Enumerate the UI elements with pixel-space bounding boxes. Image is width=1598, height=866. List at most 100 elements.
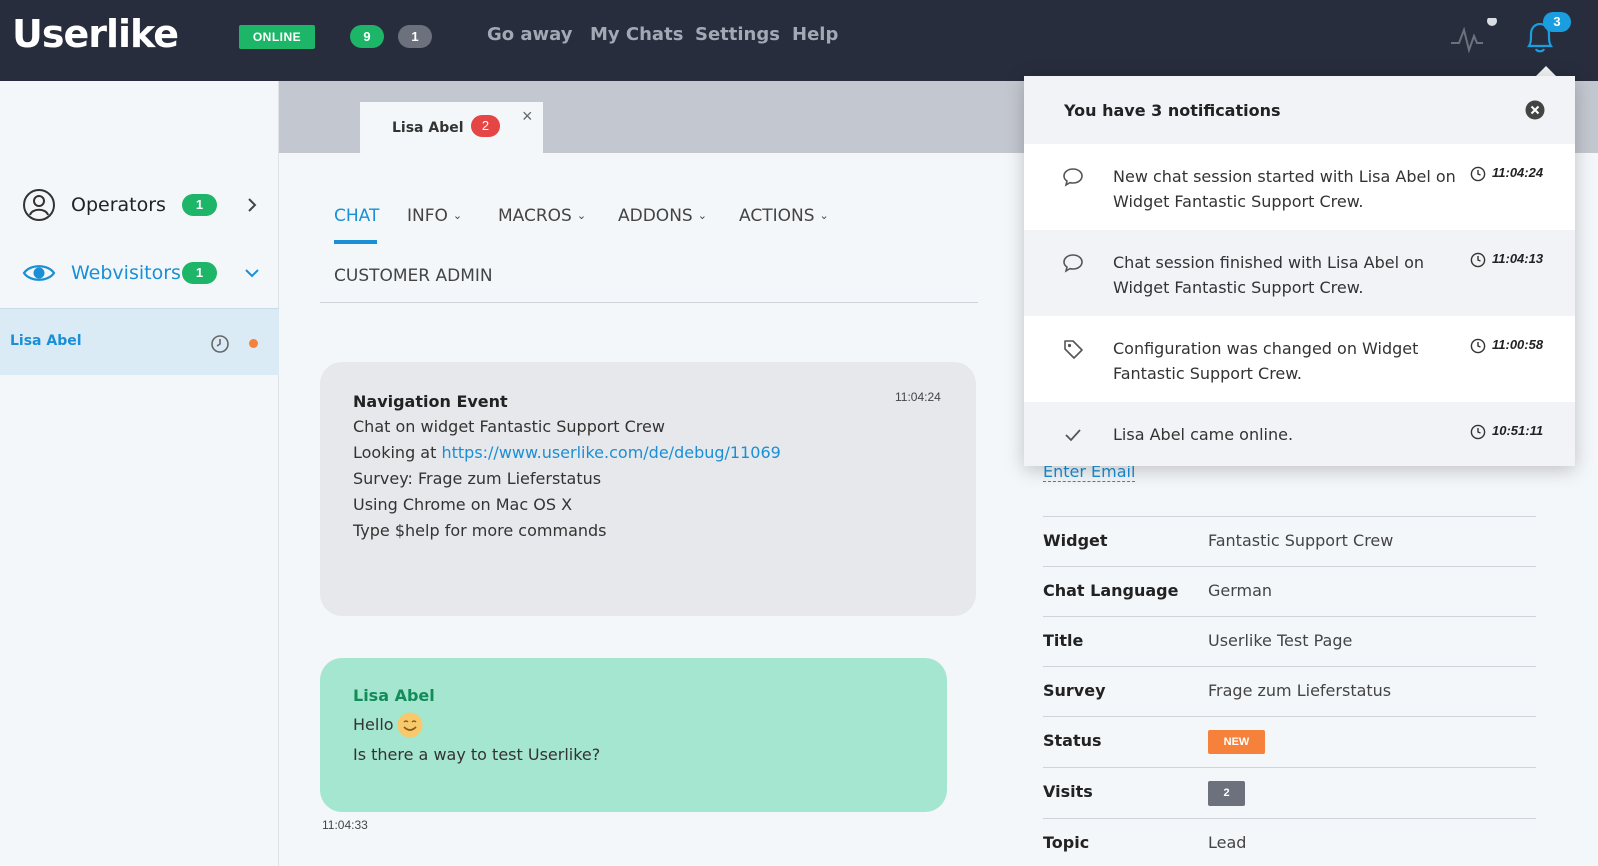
info-row-status: Status NEW bbox=[1043, 716, 1536, 766]
info-key: Visits bbox=[1043, 782, 1093, 801]
status-badge: NEW bbox=[1208, 730, 1265, 754]
visitor-status-dot bbox=[249, 339, 258, 348]
nav-settings[interactable]: Settings bbox=[695, 24, 780, 45]
notification-time: 11:04:13 bbox=[1492, 251, 1544, 266]
notifications-bell-icon[interactable] bbox=[1520, 16, 1560, 56]
message-title: Navigation Event bbox=[353, 392, 508, 411]
tab-actions[interactable]: ACTIONS ⌄ bbox=[739, 206, 829, 226]
sidebar-item-webvisitors[interactable]: Webvisitors 1 bbox=[0, 248, 279, 298]
tab-customer-admin[interactable]: CUSTOMER ADMIN bbox=[334, 266, 493, 286]
clock-icon bbox=[211, 335, 229, 353]
operators-count: 1 bbox=[182, 194, 217, 216]
notification-text: Configuration was changed on Widget Fant… bbox=[1113, 339, 1419, 383]
tab-macros-label: MACROS bbox=[498, 206, 572, 226]
clock-icon bbox=[1470, 338, 1486, 354]
info-row-survey: Survey Frage zum Lieferstatus bbox=[1043, 666, 1536, 716]
unread-count-badge: 2 bbox=[471, 115, 500, 137]
smiling-face-emoji-icon bbox=[397, 712, 423, 738]
close-tab-icon[interactable]: × bbox=[522, 106, 533, 126]
notification-text: New chat session started with Lisa Abel … bbox=[1113, 167, 1456, 211]
waiting-chats-count[interactable]: 1 bbox=[398, 25, 432, 48]
chat-tab-lisa-abel[interactable]: Lisa Abel 2 × bbox=[360, 102, 543, 153]
clock-icon bbox=[1470, 424, 1486, 440]
chevron-down-icon[interactable] bbox=[243, 264, 261, 282]
info-key: Status bbox=[1043, 731, 1102, 750]
tab-chat[interactable]: CHAT bbox=[334, 206, 380, 226]
notifications-title: You have 3 notifications bbox=[1064, 101, 1281, 120]
message-author: Lisa Abel bbox=[353, 686, 435, 705]
notification-item[interactable]: New chat session started with Lisa Abel … bbox=[1024, 144, 1575, 230]
info-key: Topic bbox=[1043, 833, 1090, 852]
info-value: Fantastic Support Crew bbox=[1208, 531, 1394, 550]
notification-item[interactable]: Chat session finished with Lisa Abel on … bbox=[1024, 230, 1575, 316]
chevron-right-icon[interactable] bbox=[243, 196, 261, 214]
sidebar-item-label: Webvisitors bbox=[71, 262, 181, 284]
notification-item[interactable]: Lisa Abel came online. 10:51:11 bbox=[1024, 402, 1575, 466]
info-row-title: Title Userlike Test Page bbox=[1043, 616, 1536, 666]
notification-time: 11:04:24 bbox=[1492, 165, 1544, 180]
info-key: Widget bbox=[1043, 531, 1108, 550]
close-icon[interactable] bbox=[1525, 100, 1545, 120]
notification-text: Chat session finished with Lisa Abel on … bbox=[1113, 253, 1425, 297]
notification-count-badge[interactable]: 3 bbox=[1543, 12, 1571, 32]
message-link-prefix: Looking at bbox=[353, 443, 442, 462]
activity-pulse-icon[interactable] bbox=[1447, 18, 1497, 54]
info-key: Chat Language bbox=[1043, 581, 1179, 600]
eye-icon bbox=[22, 265, 56, 281]
chat-tab-name: Lisa Abel bbox=[392, 120, 464, 136]
caret-down-icon: ⌄ bbox=[452, 209, 463, 222]
info-row-widget: Widget Fantastic Support Crew bbox=[1043, 516, 1536, 566]
message-line: Hello bbox=[353, 715, 394, 734]
checkmark-icon bbox=[1065, 429, 1081, 442]
caret-down-icon: ⌄ bbox=[819, 209, 829, 222]
caret-down-icon: ⌄ bbox=[697, 209, 707, 222]
chat-bubble-icon bbox=[1063, 168, 1083, 187]
sidebar-item-operators[interactable]: Operators 1 bbox=[0, 180, 279, 230]
nav-go-away[interactable]: Go away bbox=[487, 24, 573, 45]
caret-down-icon: ⌄ bbox=[576, 209, 587, 222]
chat-bubble-icon bbox=[1063, 254, 1083, 273]
sidebar-item-label: Operators bbox=[71, 194, 166, 216]
notification-time: 11:00:58 bbox=[1492, 337, 1544, 352]
message-timestamp: 11:04:33 bbox=[322, 818, 368, 832]
visitor-list-item[interactable]: Lisa Abel bbox=[0, 308, 279, 375]
info-value: Userlike Test Page bbox=[1208, 631, 1353, 650]
enter-email-link[interactable]: Enter Email bbox=[1043, 462, 1136, 482]
active-tab-indicator bbox=[334, 240, 377, 244]
info-value: Frage zum Lieferstatus bbox=[1208, 681, 1392, 700]
visitor-name: Lisa Abel bbox=[10, 333, 82, 349]
notification-time: 10:51:11 bbox=[1492, 423, 1544, 438]
info-key: Survey bbox=[1043, 681, 1106, 700]
tab-info[interactable]: INFO ⌄ bbox=[407, 206, 462, 226]
message-line: Chat on widget Fantastic Support Crew bbox=[353, 417, 665, 436]
info-row-chat-language: Chat Language German bbox=[1043, 566, 1536, 616]
tab-info-label: INFO bbox=[407, 206, 448, 226]
tab-actions-label: ACTIONS bbox=[739, 206, 815, 226]
info-value: Lead bbox=[1208, 833, 1247, 852]
sidebar: Operators 1 Webvisitors 1 Lisa Abel bbox=[0, 81, 279, 866]
nav-help[interactable]: Help bbox=[792, 24, 839, 45]
message-line: Is there a way to test Userlike? bbox=[353, 745, 601, 764]
message-line: Using Chrome on Mac OS X bbox=[353, 495, 573, 514]
visitor-message: Lisa Abel Hello Is there a way to test U… bbox=[320, 658, 947, 812]
info-key: Title bbox=[1043, 631, 1084, 650]
tab-addons-label: ADDONS bbox=[618, 206, 693, 226]
tab-addons[interactable]: ADDONS ⌄ bbox=[618, 206, 707, 226]
tab-macros[interactable]: MACROS ⌄ bbox=[498, 206, 586, 226]
online-status-badge[interactable]: ONLINE bbox=[239, 25, 315, 49]
active-chats-count[interactable]: 9 bbox=[350, 25, 384, 48]
webvisitors-count: 1 bbox=[182, 262, 217, 284]
nav-my-chats[interactable]: My Chats bbox=[590, 24, 684, 45]
info-row-topic: Topic Lead bbox=[1043, 818, 1536, 866]
top-bar: Userlike ONLINE 9 1 Go away My Chats Set… bbox=[0, 0, 1598, 81]
navigation-event-message: Navigation Event 11:04:24 Chat on widget… bbox=[320, 362, 976, 616]
visited-page-link[interactable]: https://www.userlike.com/de/debug/11069 bbox=[441, 443, 781, 462]
tag-icon bbox=[1064, 340, 1083, 359]
dropdown-arrow bbox=[1536, 66, 1556, 76]
notifications-dropdown: You have 3 notifications New chat sessio… bbox=[1024, 76, 1575, 466]
visits-count-badge: 2 bbox=[1208, 781, 1245, 806]
notification-text: Lisa Abel came online. bbox=[1113, 425, 1294, 444]
clock-icon bbox=[1470, 166, 1486, 182]
notification-item[interactable]: Configuration was changed on Widget Fant… bbox=[1024, 316, 1575, 402]
userlike-logo[interactable]: Userlike bbox=[12, 12, 179, 56]
